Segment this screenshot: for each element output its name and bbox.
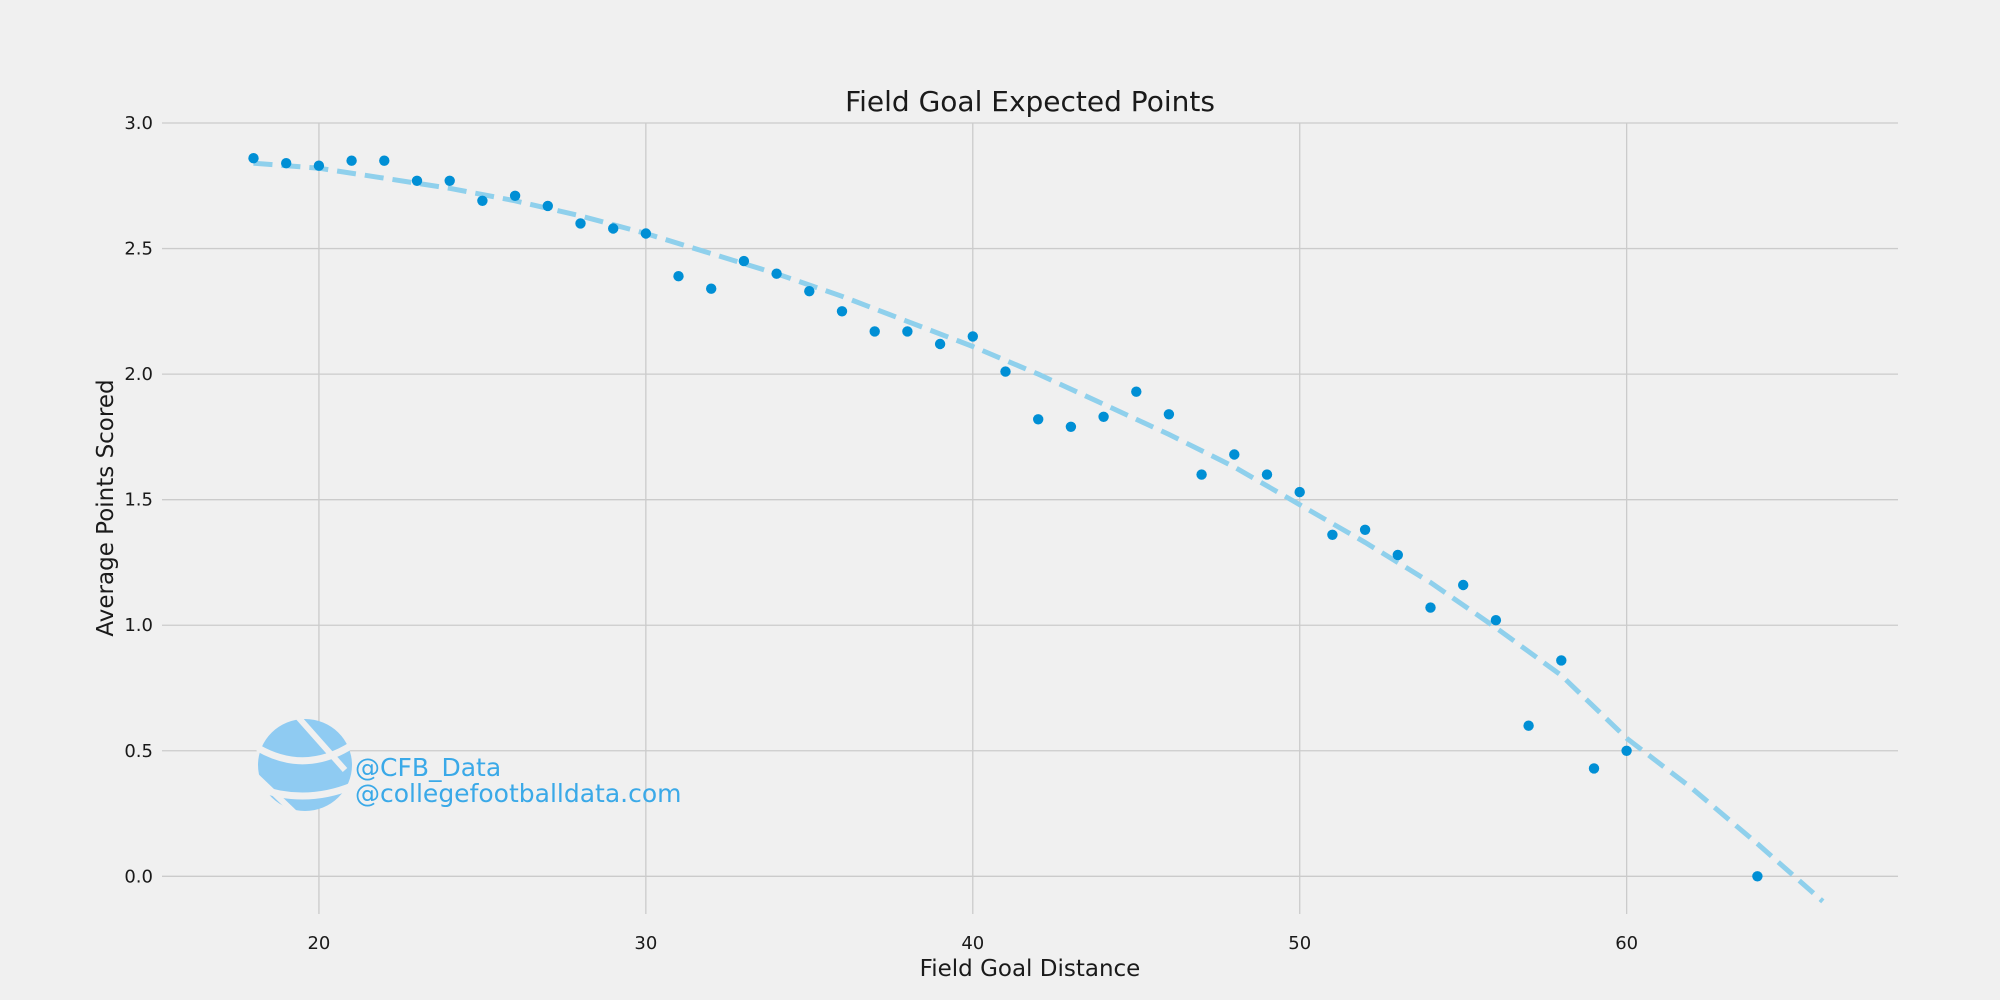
x-tick-label: 50: [1288, 933, 1311, 954]
watermark-handle: @CFB_Data: [355, 753, 501, 782]
scatter-point: [248, 153, 259, 164]
scatter-point: [1261, 469, 1273, 480]
scatter-point: [1065, 421, 1077, 432]
scatter-point: [1588, 763, 1600, 774]
y-tick-label: 2.0: [124, 364, 153, 385]
scatter-points: [248, 153, 1763, 882]
scatter-point: [608, 223, 619, 234]
scatter-point: [1000, 366, 1011, 377]
x-axis-title: Field Goal Distance: [920, 956, 1141, 982]
scatter-point: [1196, 469, 1207, 480]
scatter-point: [379, 155, 390, 166]
x-tick-labels: 20 30 40 50 60: [307, 933, 1638, 954]
scatter-point: [542, 200, 553, 212]
scatter-point: [1523, 720, 1534, 731]
y-tick-label: 3.0: [124, 113, 153, 134]
scatter-point: [1163, 409, 1175, 420]
football-icon: [252, 706, 354, 821]
y-tick-label: 1.0: [124, 615, 153, 636]
scatter-point: [281, 158, 292, 169]
scatter-point: [967, 331, 978, 342]
scatter-point: [1098, 411, 1109, 422]
scatter-point: [1327, 529, 1338, 540]
x-tick-label: 20: [307, 933, 330, 954]
y-tick-label: 0.0: [124, 866, 153, 887]
scatter-point: [1425, 602, 1436, 613]
chart-title: Field Goal Expected Points: [845, 85, 1215, 118]
scatter-point: [1392, 549, 1404, 561]
scatter-point: [313, 160, 325, 171]
scatter-point: [477, 195, 488, 206]
scatter-point: [869, 326, 880, 337]
x-tick-label: 40: [961, 933, 984, 954]
watermark: @CFB_Data @collegefootballdata.com: [252, 706, 682, 821]
scatter-point: [1359, 524, 1371, 535]
y-tick-label: 0.5: [124, 741, 153, 762]
x-tick-label: 60: [1615, 933, 1638, 954]
watermark-site: @collegefootballdata.com: [355, 779, 682, 808]
scatter-point: [836, 306, 848, 317]
scatter-point: [575, 218, 586, 229]
x-tick-label: 30: [634, 933, 657, 954]
scatter-point: [673, 271, 684, 282]
scatter-point: [411, 175, 423, 186]
scatter-point: [1556, 655, 1567, 666]
scatter-point: [444, 175, 455, 186]
scatter-point: [902, 326, 913, 337]
scatter-point: [706, 283, 717, 294]
scatter-point: [1294, 486, 1305, 498]
scatter-point: [771, 268, 782, 279]
scatter-point: [640, 228, 652, 239]
y-tick-label: 2.5: [124, 239, 153, 260]
scatter-point: [1621, 745, 1632, 756]
scatter-point: [1752, 871, 1763, 882]
scatter-point: [1458, 579, 1469, 591]
scatter-point: [934, 338, 946, 350]
y-gridlines: [162, 122, 1898, 877]
scatter-point: [1490, 615, 1502, 626]
scatter-point: [804, 286, 815, 297]
scatter-point: [738, 255, 750, 267]
y-tick-label: 1.5: [124, 490, 153, 511]
scatter-point: [1229, 449, 1240, 460]
y-tick-labels: 0.0 0.5 1.0 1.5 2.0 2.5 3.0: [124, 113, 153, 887]
y-axis-title: Average Points Scored: [93, 379, 119, 636]
scatter-point: [1131, 386, 1142, 397]
scatter-point: [1033, 414, 1044, 425]
scatter-point: [509, 190, 521, 201]
scatter-point: [346, 155, 357, 166]
